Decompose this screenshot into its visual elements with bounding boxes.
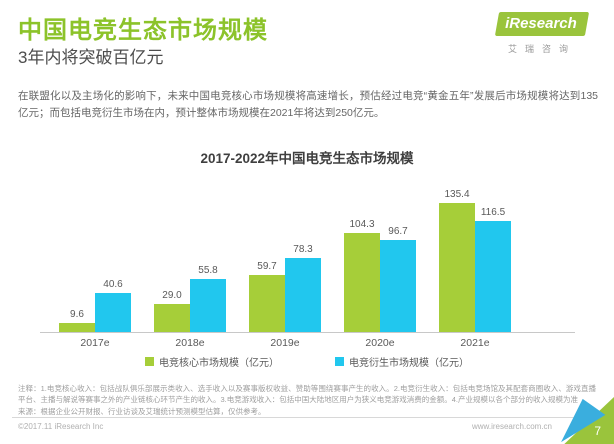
bar-group-2017e: 9.6 40.6	[59, 279, 131, 332]
bar-group-2020e: 104.3 96.7	[344, 219, 416, 332]
bar-value-label: 29.0	[162, 290, 182, 301]
iresearch-logo-text: iResearch	[505, 15, 577, 32]
chart-plot: 9.6 40.6 29.0 55.8 59.7 78.3 104.3 96.7 135.4 116…	[40, 189, 575, 333]
bar-column: 104.3	[344, 219, 380, 332]
bar-core-2017e	[59, 323, 95, 332]
bar-column: 78.3	[285, 244, 321, 332]
bar-value-label: 96.7	[388, 226, 408, 237]
page-number: 7	[594, 424, 601, 438]
bar-value-label: 40.6	[103, 279, 123, 290]
iresearch-logo-flag: iResearch	[495, 12, 589, 36]
iresearch-logo: iResearch 艾瑞咨询	[490, 12, 594, 55]
page-subtitle: 3年内将突破百亿元	[18, 48, 164, 67]
footer-divider	[12, 417, 602, 418]
footer-copyright: ©2017.11 iResearch Inc	[18, 422, 104, 431]
x-axis-label-2021e: 2021e	[460, 337, 490, 349]
x-axis-label-2019e: 2019e	[270, 337, 300, 349]
bar-value-label: 9.6	[70, 309, 84, 320]
bar-value-label: 116.5	[480, 207, 506, 218]
bar-core-2018e	[154, 304, 190, 332]
bar-derivative-2018e	[190, 279, 226, 332]
legend-swatch-icon	[145, 357, 154, 366]
bar-core-2019e	[249, 275, 285, 332]
legend-label: 电竞衍生市场规模（亿元）	[349, 358, 469, 369]
x-axis-label-2020e: 2020e	[365, 337, 395, 349]
bar-derivative-2021e	[475, 221, 511, 332]
bar-value-label: 135.4	[444, 189, 470, 200]
bar-column: 96.7	[380, 226, 416, 332]
bar-group-2018e: 29.0 55.8	[154, 265, 226, 332]
bar-value-label: 104.3	[349, 219, 375, 230]
legend-label: 电竞核心市场规模（亿元）	[159, 358, 279, 369]
legend-swatch-icon	[335, 357, 344, 366]
bar-column: 55.8	[190, 265, 226, 332]
x-axis-label-2018e: 2018e	[175, 337, 205, 349]
x-axis-label-2017e: 2017e	[80, 337, 110, 349]
bar-core-2021e	[439, 203, 475, 332]
iresearch-logo-cn: 艾瑞咨询	[507, 44, 576, 54]
bar-derivative-2019e	[285, 258, 321, 332]
bar-value-label: 59.7	[257, 261, 277, 272]
bar-column: 135.4	[439, 189, 475, 332]
page-corner-wedge: 7	[560, 397, 614, 444]
footnote-source: 来源：根据企业公开财报、行业访谈及艾瑞统计预测模型估算，仅供参考。	[18, 406, 266, 416]
bar-group-2019e: 59.7 78.3	[249, 244, 321, 332]
legend-item-core: 电竞核心市场规模（亿元）	[145, 354, 279, 369]
intro-paragraph: 在联盟化以及主场化的影响下，未来中国电竞核心市场规模将高速增长，预估经过电竞“黄…	[18, 90, 598, 119]
page-title: 中国电竞生态市场规模	[18, 17, 268, 44]
bar-core-2020e	[344, 233, 380, 332]
bar-group-2021e: 135.4 116.5	[439, 189, 511, 332]
chart-legend: 电竞核心市场规模（亿元） 电竞衍生市场规模（亿元）	[0, 354, 614, 369]
footnote-annotation: 注释：1.电竞核心收入：包括战队俱乐部展示类收入、选手收入以及赛事版权收益、赞助…	[18, 384, 596, 405]
bar-column: 116.5	[475, 207, 511, 332]
bar-column: 59.7	[249, 261, 285, 332]
bar-derivative-2017e	[95, 293, 131, 332]
bar-column: 9.6	[59, 309, 95, 332]
bar-value-label: 55.8	[198, 265, 218, 276]
bar-value-label: 78.3	[293, 244, 313, 255]
bar-derivative-2020e	[380, 240, 416, 332]
bar-column: 40.6	[95, 279, 131, 332]
chart-title: 2017-2022年中国电竞生态市场规模	[200, 151, 414, 166]
footer-website: www.iresearch.com.cn	[471, 422, 552, 431]
chart-x-labels: 2017e 2018e 2019e 2020e 2021e	[40, 337, 575, 351]
footnotes: 注释：1.电竞核心收入：包括战队俱乐部展示类收入、选手收入以及赛事版权收益、赞助…	[18, 383, 596, 417]
legend-item-derivative: 电竞衍生市场规模（亿元）	[335, 354, 469, 369]
bar-column: 29.0	[154, 290, 190, 332]
